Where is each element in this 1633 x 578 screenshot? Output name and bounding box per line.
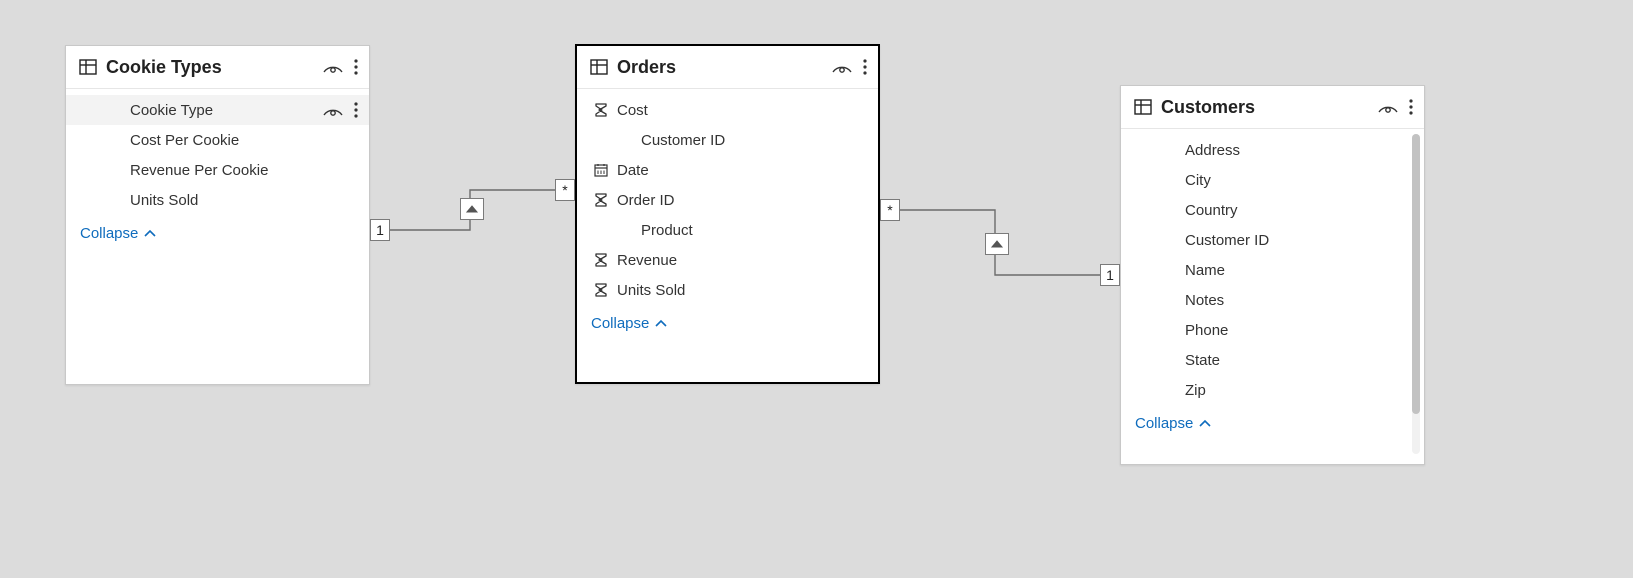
table-header[interactable]: Cookie Types [66, 46, 369, 89]
field-row[interactable]: City [1121, 165, 1424, 195]
field-name: Product [613, 222, 832, 239]
collapse-button[interactable]: Collapse [66, 217, 369, 254]
table-orders[interactable]: Orders Cost Customer ID Date Order ID Product… [575, 44, 880, 384]
collapse-label: Collapse [591, 315, 649, 332]
field-row[interactable]: Customer ID [577, 125, 878, 155]
field-row[interactable]: Address [1121, 135, 1424, 165]
more-icon[interactable] [353, 58, 359, 76]
visibility-icon[interactable] [323, 103, 343, 117]
filter-direction-icon[interactable] [985, 233, 1009, 255]
table-customers[interactable]: Customers Address City Country Customer ID Na… [1120, 85, 1425, 465]
collapse-label: Collapse [80, 225, 138, 242]
more-icon[interactable] [1408, 98, 1414, 116]
cardinality-label: 1 [370, 219, 390, 241]
field-list: Address City Country Customer ID Name Notes Ph… [1121, 129, 1424, 407]
chevron-up-icon [655, 319, 667, 329]
cardinality-label: * [555, 179, 575, 201]
cardinality-label: * [880, 199, 900, 221]
sigma-icon [593, 102, 609, 118]
table-header[interactable]: Customers [1121, 86, 1424, 129]
visibility-icon[interactable] [323, 60, 343, 74]
field-row[interactable]: Product [577, 215, 878, 245]
field-name: Order ID [613, 192, 832, 209]
table-header[interactable]: Orders [577, 46, 878, 89]
field-name: City [1157, 172, 1378, 189]
field-row[interactable]: Units Sold [66, 185, 369, 215]
field-name: Address [1157, 142, 1378, 159]
field-row[interactable]: Country [1121, 195, 1424, 225]
chevron-up-icon [1199, 419, 1211, 429]
filter-direction-icon[interactable] [460, 198, 484, 220]
calendar-icon [593, 162, 609, 178]
collapse-button[interactable]: Collapse [1121, 407, 1424, 444]
table-icon [589, 57, 609, 77]
field-row[interactable]: Customer ID [1121, 225, 1424, 255]
chevron-up-icon [144, 229, 156, 239]
field-name: Cookie Type [102, 102, 323, 119]
table-cookie_types[interactable]: Cookie Types Cookie Type Cost Per Cookie Re… [65, 45, 370, 385]
collapse-button[interactable]: Collapse [577, 307, 878, 344]
table-icon [78, 57, 98, 77]
more-icon[interactable] [862, 58, 868, 76]
field-name: Units Sold [102, 192, 323, 209]
table-title: Customers [1161, 97, 1378, 118]
field-row[interactable]: Name [1121, 255, 1424, 285]
field-row[interactable]: Units Sold [577, 275, 878, 305]
field-row[interactable]: Phone [1121, 315, 1424, 345]
field-row[interactable]: Revenue Per Cookie [66, 155, 369, 185]
field-name: Country [1157, 202, 1378, 219]
field-list: Cookie Type Cost Per Cookie Revenue Per Co… [66, 89, 369, 217]
field-row[interactable]: Cost Per Cookie [66, 125, 369, 155]
field-name: Name [1157, 262, 1378, 279]
visibility-icon[interactable] [832, 60, 852, 74]
field-name: Customer ID [1157, 232, 1378, 249]
field-row[interactable]: Cost [577, 95, 878, 125]
field-row[interactable]: Notes [1121, 285, 1424, 315]
sigma-icon [593, 252, 609, 268]
field-name: Zip [1157, 382, 1378, 399]
field-row[interactable]: State [1121, 345, 1424, 375]
scrollbar-thumb[interactable] [1412, 134, 1420, 414]
field-name: Phone [1157, 322, 1378, 339]
table-title: Cookie Types [106, 57, 323, 78]
field-name: Cost Per Cookie [102, 132, 323, 149]
field-row[interactable]: Date [577, 155, 878, 185]
more-icon[interactable] [353, 101, 359, 119]
sigma-icon [593, 282, 609, 298]
field-name: Date [613, 162, 832, 179]
sigma-icon [593, 192, 609, 208]
field-name: Notes [1157, 292, 1378, 309]
collapse-label: Collapse [1135, 415, 1193, 432]
cardinality-label: 1 [1100, 264, 1120, 286]
field-row[interactable]: Cookie Type [66, 95, 369, 125]
field-name: Customer ID [613, 132, 832, 149]
field-name: Revenue Per Cookie [102, 162, 323, 179]
table-title: Orders [617, 57, 832, 78]
field-row[interactable]: Order ID [577, 185, 878, 215]
field-list: Cost Customer ID Date Order ID Product Revenu… [577, 89, 878, 307]
field-row[interactable]: Revenue [577, 245, 878, 275]
field-name: Cost [613, 102, 832, 119]
visibility-icon[interactable] [1378, 100, 1398, 114]
field-row[interactable]: Zip [1121, 375, 1424, 405]
field-name: State [1157, 352, 1378, 369]
field-name: Units Sold [613, 282, 832, 299]
field-name: Revenue [613, 252, 832, 269]
table-icon [1133, 97, 1153, 117]
